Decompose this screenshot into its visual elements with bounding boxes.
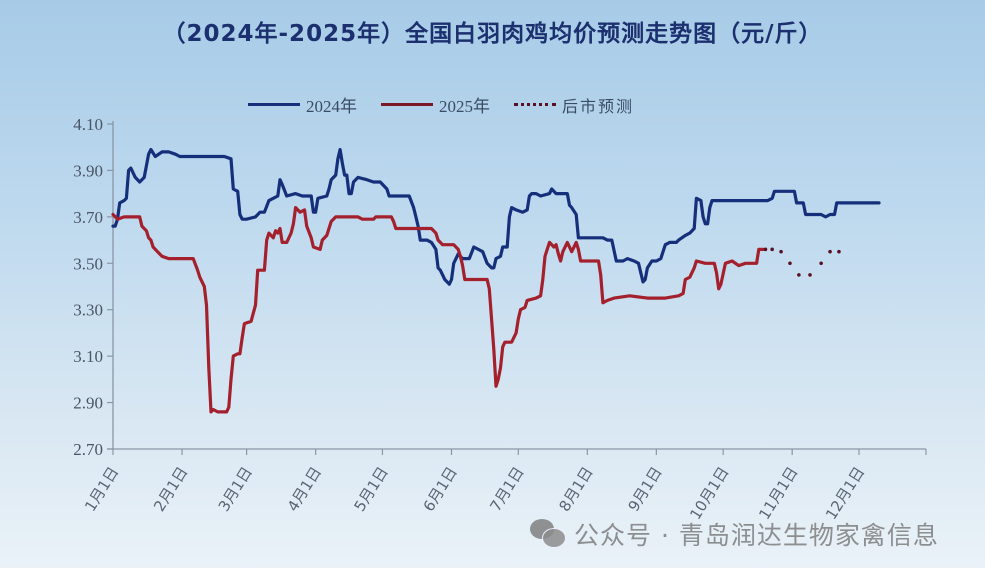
x-tick-label: 3月1日	[215, 464, 256, 515]
legend-item-2025: 2025年	[381, 92, 490, 117]
forecast-point	[797, 273, 801, 277]
y-tick-label: 3.50	[73, 254, 103, 273]
series-line-2024年	[111, 147, 881, 286]
x-tick-label: 8月1日	[555, 464, 596, 515]
y-tick-label: 2.90	[73, 394, 103, 413]
x-tick-label: 4月1日	[284, 464, 325, 515]
forecast-point	[779, 249, 783, 254]
y-tick-label: 2.70	[73, 440, 103, 459]
chart-legend: 2024年 2025年 后市预测	[248, 92, 634, 117]
y-tick-label: 3.10	[73, 347, 103, 366]
forecast-point	[763, 247, 768, 252]
x-tick-label: 1月1日	[81, 464, 122, 515]
x-tick-label: 9月1日	[624, 464, 665, 515]
x-tick-label: 2月1日	[150, 464, 191, 515]
x-tick-label: 10月1日	[686, 464, 732, 523]
y-tick-label: 3.30	[73, 301, 103, 320]
chart-title: （2024年-2025年）全国白羽肉鸡均价预测走势图（元/斤）	[162, 21, 823, 47]
legend-swatch-2024	[248, 103, 300, 106]
y-tick-label: 3.90	[73, 161, 103, 180]
forecast-point	[828, 249, 832, 254]
x-tick-label: 5月1日	[351, 464, 392, 515]
legend-item-2024: 2024年	[248, 92, 357, 117]
y-tick-label: 3.70	[73, 208, 103, 227]
x-tick-label: 12月1日	[822, 464, 868, 523]
forecast-point	[819, 261, 823, 266]
wechat-icon	[530, 519, 566, 549]
legend-swatch-forecast	[514, 103, 556, 106]
legend-label-2024: 2024年	[306, 97, 357, 116]
forecast-point	[808, 273, 812, 277]
x-tick-label: 7月1日	[486, 464, 527, 515]
x-tick-label: 6月1日	[420, 464, 461, 515]
watermark: 公众号 · 青岛润达生物家禽信息	[530, 516, 939, 552]
y-tick-label: 4.10	[73, 115, 103, 134]
legend-swatch-2025	[381, 103, 433, 106]
watermark-text: 公众号 · 青岛润达生物家禽信息	[574, 521, 939, 550]
legend-label-2025: 2025年	[439, 97, 490, 116]
legend-label-forecast: 后市预测	[562, 96, 635, 116]
legend-item-forecast: 后市预测	[514, 93, 634, 117]
forecast-point	[770, 247, 774, 252]
forecast-point	[837, 249, 841, 254]
series-line-2025年	[111, 206, 765, 414]
x-tick-label: 11月1日	[755, 464, 801, 523]
forecast-point	[788, 261, 792, 266]
